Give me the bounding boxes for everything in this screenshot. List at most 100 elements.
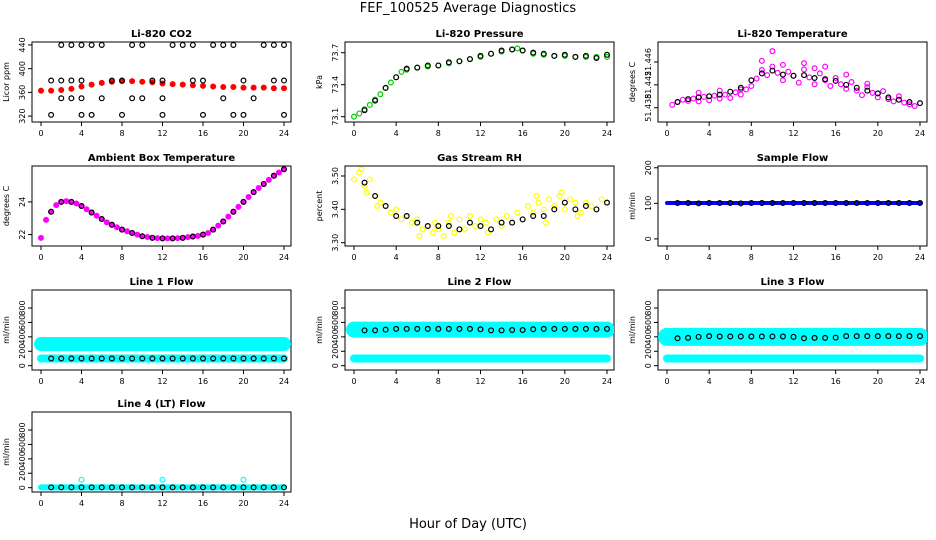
data-point <box>685 199 692 206</box>
data-point <box>727 333 734 340</box>
plot-frame <box>31 41 292 123</box>
data-point <box>48 87 55 94</box>
data-point <box>270 42 277 48</box>
x-tick-label: 4 <box>79 499 84 508</box>
data-point <box>832 74 839 81</box>
data-point <box>864 80 871 87</box>
data-point <box>853 84 860 91</box>
data-points <box>37 42 288 118</box>
data-point <box>361 183 368 190</box>
data-point <box>393 325 400 332</box>
x-tick-label: 24 <box>279 499 289 508</box>
data-point <box>78 42 85 48</box>
data-point <box>189 77 196 84</box>
data-point <box>816 70 823 77</box>
x-tick-label: 12 <box>788 253 798 262</box>
data-point <box>706 333 713 340</box>
x-tick-label: 16 <box>198 253 208 262</box>
data-point <box>466 325 473 332</box>
data-point <box>874 333 881 340</box>
y-tick-label: 51.438 <box>644 94 653 122</box>
data-point <box>827 82 834 89</box>
data-point <box>758 70 765 77</box>
data-point <box>685 334 692 341</box>
data-point <box>540 325 547 332</box>
data-point <box>200 82 207 89</box>
data-point <box>758 57 765 64</box>
data-point <box>281 111 288 118</box>
data-point <box>398 216 405 223</box>
data-point <box>78 83 85 90</box>
data-point <box>387 209 394 216</box>
data-point <box>93 212 100 219</box>
y-axis-label: ml/min <box>2 316 11 344</box>
data-point <box>748 77 755 84</box>
data-point <box>477 326 484 333</box>
x-tick-label: 4 <box>79 129 84 138</box>
data-point <box>477 223 484 230</box>
data-point <box>700 93 707 100</box>
data-point <box>593 54 600 61</box>
data-point <box>235 203 242 210</box>
data-point <box>509 219 516 226</box>
data-point <box>530 209 537 216</box>
data-point <box>78 77 85 84</box>
data-point <box>748 333 755 340</box>
data-point <box>864 87 871 94</box>
data-point <box>895 333 902 340</box>
data-point <box>466 219 473 226</box>
data-point <box>727 88 734 95</box>
data-point <box>281 42 287 48</box>
data-point <box>514 209 521 216</box>
data-point <box>577 209 584 216</box>
data-point <box>210 226 217 233</box>
data-point <box>493 216 500 223</box>
data-point <box>853 87 860 94</box>
data-point <box>572 53 579 60</box>
data-point <box>593 206 600 213</box>
data-point <box>108 355 115 362</box>
y-axis-label: Licor ppm <box>2 62 11 102</box>
data-point <box>906 333 913 340</box>
data-point <box>48 111 55 118</box>
data-point <box>118 355 125 362</box>
x-tick-label: 4 <box>79 253 84 262</box>
x-tick-label: 16 <box>831 253 841 262</box>
data-point <box>58 198 65 205</box>
data-point <box>690 95 697 102</box>
data-point <box>843 85 850 92</box>
data-point <box>674 199 681 206</box>
data-point <box>911 102 918 109</box>
data-point <box>916 199 923 206</box>
data-point <box>98 216 105 223</box>
data-point <box>885 94 892 101</box>
chart-title: Line 4 (LT) Flow <box>117 399 205 410</box>
data-point <box>250 355 257 362</box>
x-tick-label: 24 <box>279 129 289 138</box>
y-tick-label: 360 <box>18 85 27 100</box>
data-point <box>582 199 589 206</box>
chart-panel: Li-820 Temperature degrees C 0 4 8 12 16 20 24 51… <box>628 29 928 138</box>
data-point <box>382 84 389 91</box>
y-tick-label: 600 <box>331 315 340 330</box>
x-tick-label: 4 <box>707 253 712 262</box>
x-tick-label: 16 <box>518 253 528 262</box>
x-tick-label: 12 <box>475 377 485 386</box>
data-point <box>250 189 257 196</box>
y-tick-label: 800 <box>331 300 340 315</box>
data-point <box>901 99 908 106</box>
data-point <box>530 213 537 220</box>
data-point <box>159 235 166 242</box>
x-tick-label: 16 <box>518 129 528 138</box>
data-point <box>551 203 558 210</box>
data-point <box>572 325 579 332</box>
data-point <box>361 107 368 114</box>
data-point <box>874 90 881 97</box>
data-point <box>118 111 125 118</box>
data-point <box>748 82 755 89</box>
y-tick-label: 22 <box>18 229 27 239</box>
data-point <box>144 234 151 241</box>
data-point <box>372 327 379 334</box>
x-tick-label: 24 <box>915 377 925 386</box>
data-point <box>424 62 431 69</box>
